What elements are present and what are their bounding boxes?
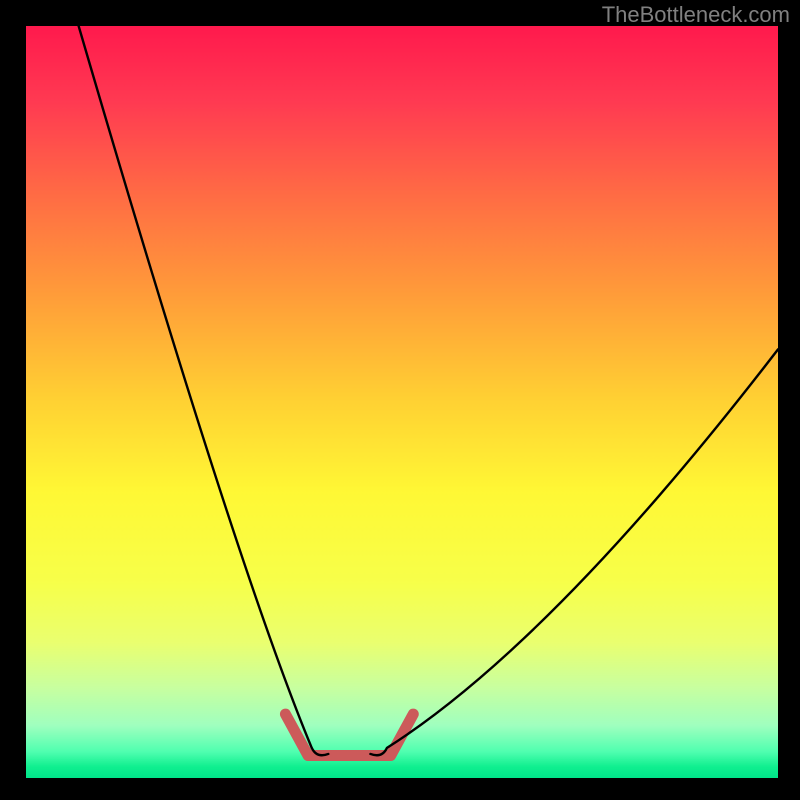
bottleneck-plot — [26, 26, 778, 778]
watermark-label: TheBottleneck.com — [602, 2, 790, 28]
chart-frame — [24, 24, 776, 776]
stage: TheBottleneck.com — [0, 0, 800, 800]
